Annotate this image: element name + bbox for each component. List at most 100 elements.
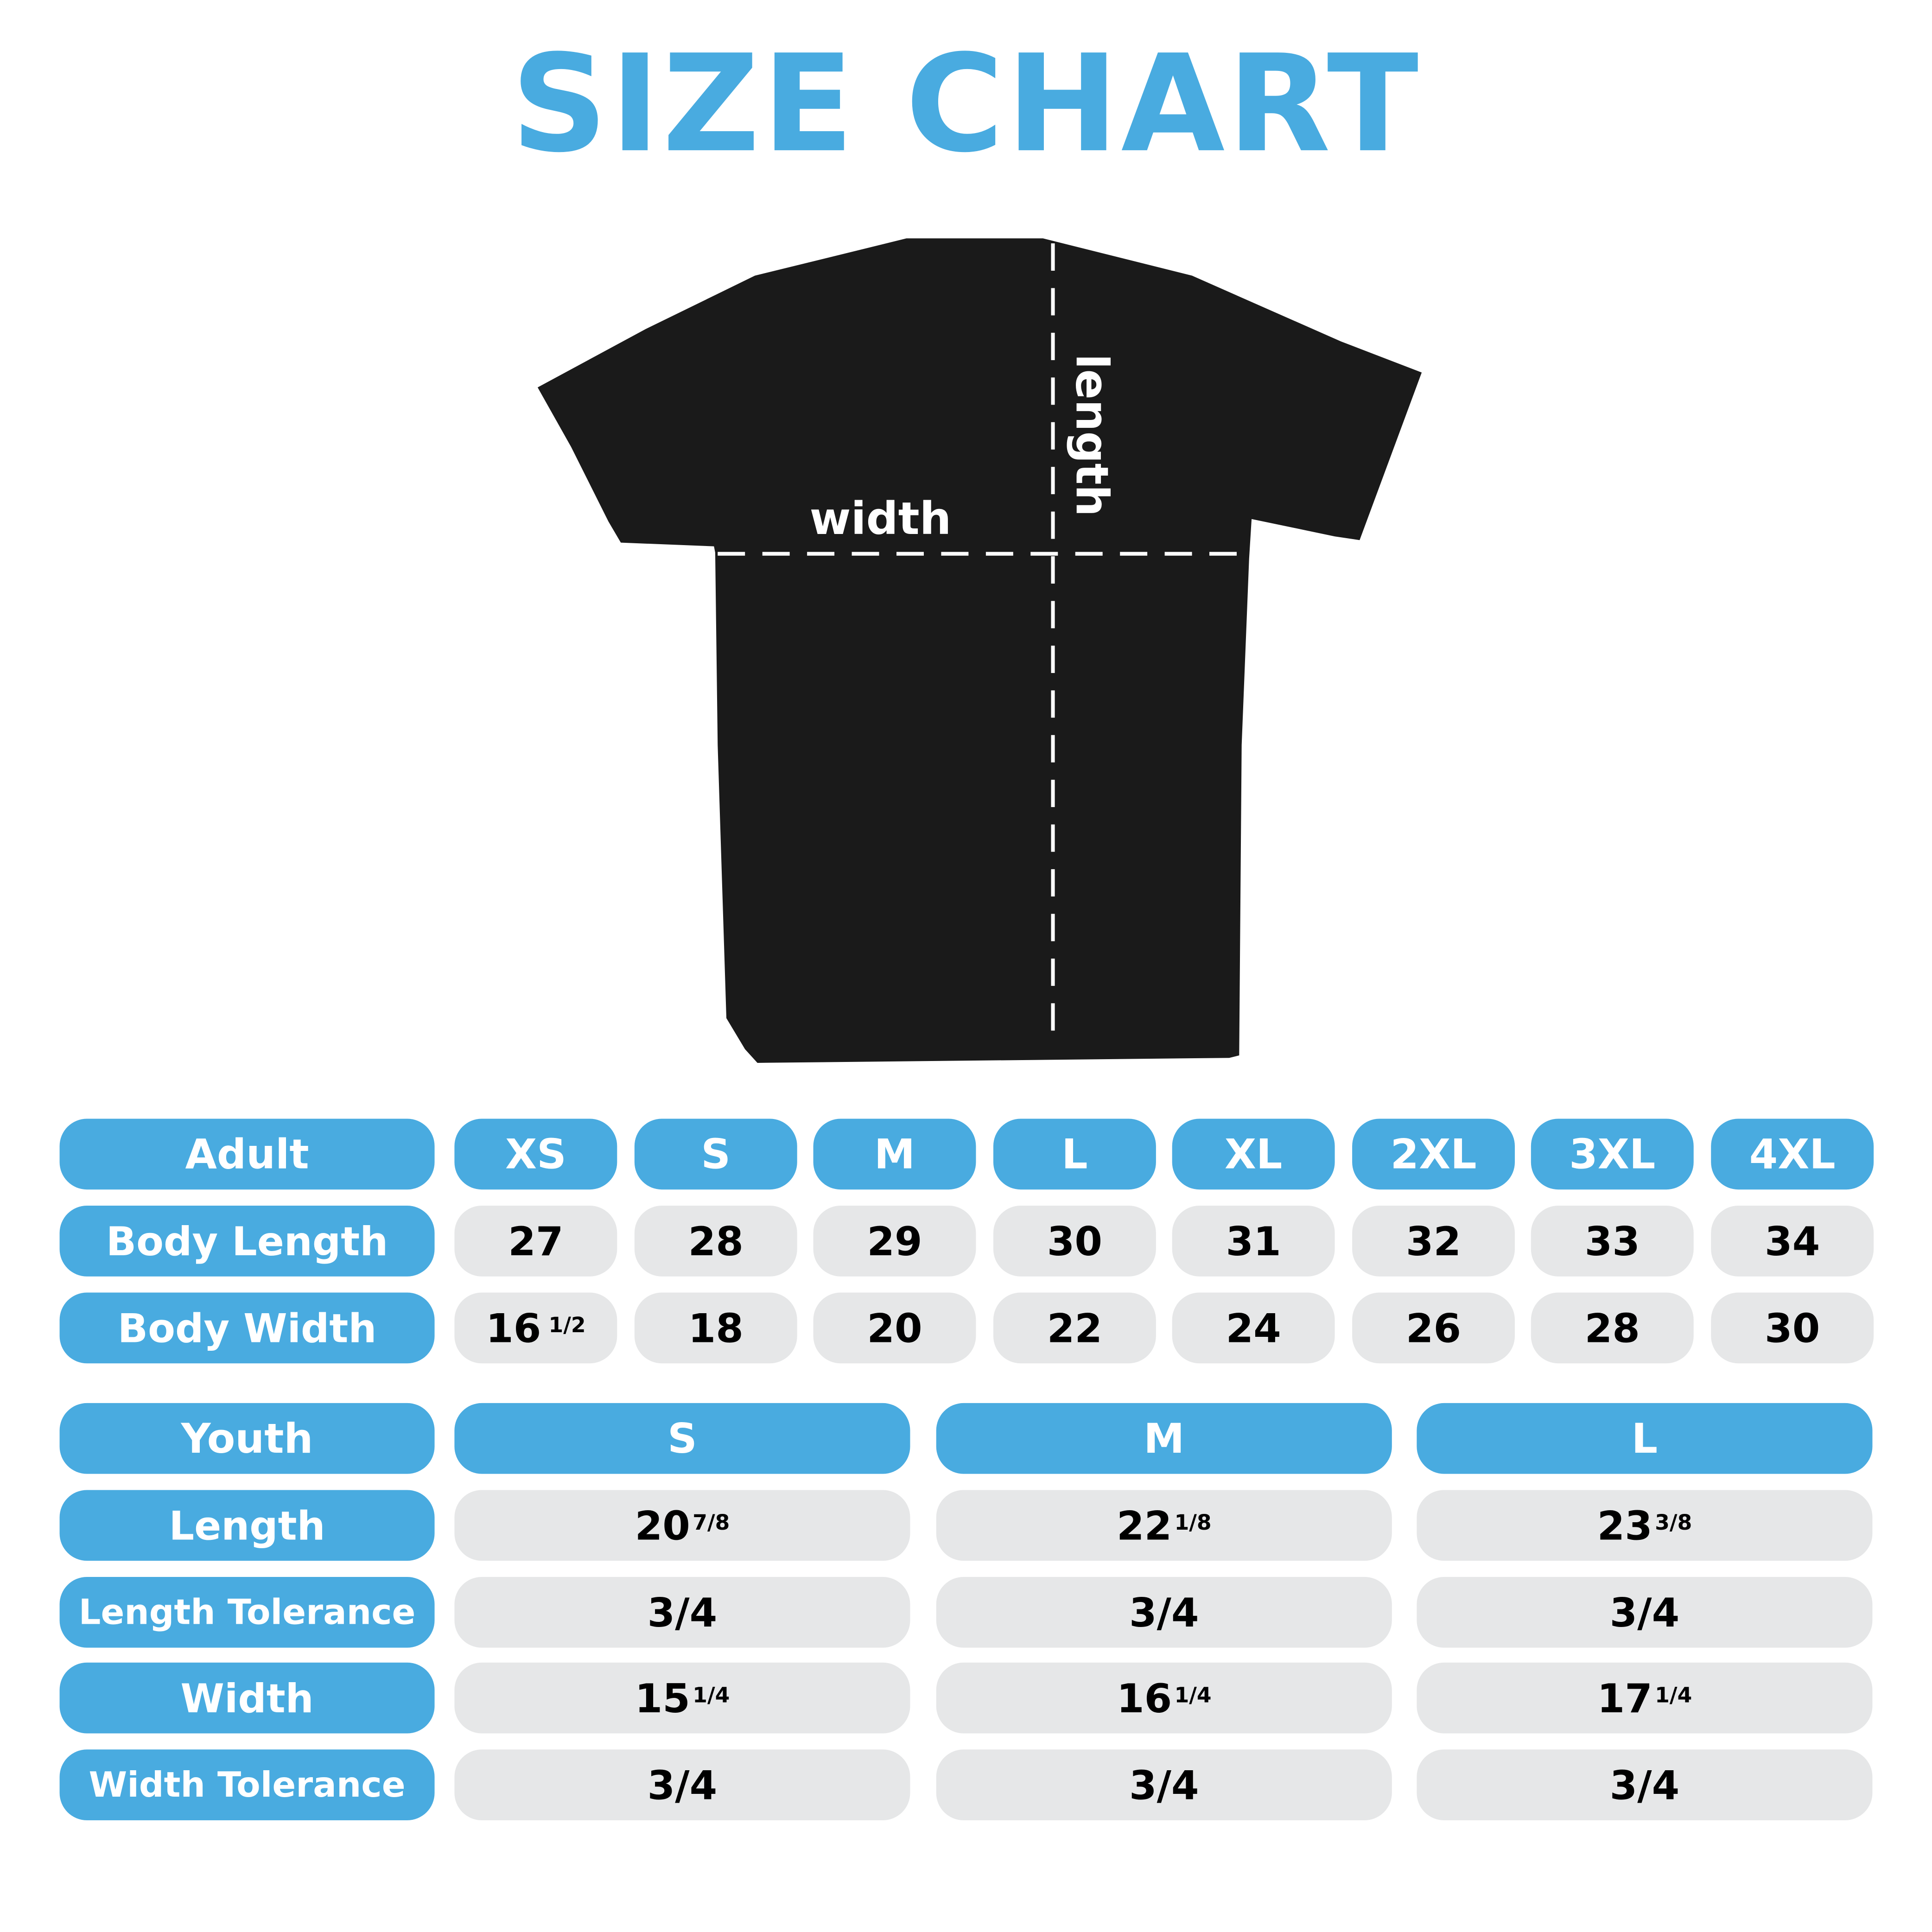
cell-value: 16 — [1116, 1674, 1172, 1722]
table-cell: 20 — [813, 1292, 976, 1364]
label: XL — [1224, 1130, 1283, 1179]
youth-size-header-s: S — [454, 1403, 910, 1474]
cell-value: 3/4 — [1129, 1761, 1199, 1809]
cell-value: 3/4 — [1609, 1761, 1680, 1809]
row-label: Body Width — [59, 1292, 435, 1364]
table-cell: 27 — [454, 1206, 617, 1277]
youth-header: Youth — [59, 1403, 435, 1474]
size-header-s: S — [634, 1119, 797, 1190]
table-cell: 34 — [1711, 1206, 1874, 1277]
table-cell: 24 — [1172, 1292, 1335, 1364]
tshirt-diagram: width length — [537, 238, 1422, 1063]
label: Length Tolerance — [78, 1592, 416, 1633]
table-cell: 3/4 — [936, 1749, 1392, 1820]
row-label: Length Tolerance — [59, 1576, 435, 1648]
table-cell: 28 — [1531, 1292, 1694, 1364]
tshirt-silhouette — [537, 238, 1422, 1063]
cell-value: 22 — [1116, 1501, 1172, 1549]
table-cell: 32 — [1352, 1206, 1515, 1277]
size-header-xs: XS — [454, 1119, 617, 1190]
size-header-2xl: 2XL — [1352, 1119, 1515, 1190]
cell-fraction: 1/2 — [548, 1313, 586, 1338]
cell-value: 3/4 — [647, 1589, 718, 1636]
cell-value: 20 — [867, 1304, 922, 1352]
table-cell: 3/4 — [1417, 1749, 1873, 1820]
row-label: Length — [59, 1490, 435, 1561]
table-cell: 16 1/4 — [936, 1662, 1392, 1734]
cell-value: 30 — [1765, 1304, 1820, 1352]
label: Body Width — [117, 1304, 377, 1352]
cell-fraction: 1/4 — [693, 1683, 730, 1708]
cell-value: 33 — [1584, 1217, 1640, 1265]
cell-fraction: 7/8 — [693, 1510, 730, 1536]
cell-value: 18 — [688, 1304, 744, 1352]
cell-value: 22 — [1047, 1304, 1103, 1352]
table-cell: 3/4 — [936, 1576, 1392, 1648]
cell-value: 20 — [635, 1501, 690, 1549]
table-cell: 18 — [634, 1292, 797, 1364]
label: S — [667, 1414, 697, 1463]
size-header-3xl: 3XL — [1531, 1119, 1694, 1190]
cell-value: 28 — [1584, 1304, 1640, 1352]
table-cell: 30 — [993, 1206, 1156, 1277]
cell-fraction: 3/8 — [1655, 1510, 1692, 1536]
table-cell: 26 — [1352, 1292, 1515, 1364]
size-header-xl: XL — [1172, 1119, 1335, 1190]
table-cell: 22 1/8 — [936, 1490, 1392, 1561]
cell-value: 17 — [1597, 1674, 1652, 1722]
size-header-4xl: 4XL — [1711, 1119, 1874, 1190]
page-title: SIZE CHART — [511, 27, 1421, 183]
table-cell: 3/4 — [454, 1749, 910, 1820]
cell-value: 30 — [1047, 1217, 1103, 1265]
label: 2XL — [1390, 1130, 1477, 1179]
cell-value: 31 — [1226, 1217, 1281, 1265]
table-cell: 17 1/4 — [1417, 1662, 1873, 1734]
label: S — [701, 1130, 731, 1179]
label: XS — [505, 1130, 566, 1179]
label: L — [1061, 1130, 1088, 1179]
cell-value: 32 — [1405, 1217, 1462, 1265]
cell-value: 24 — [1226, 1304, 1281, 1352]
row-label: Width Tolerance — [59, 1749, 435, 1820]
size-header-l: L — [993, 1119, 1156, 1190]
cell-value: 23 — [1597, 1501, 1652, 1549]
cell-value: 34 — [1765, 1217, 1820, 1265]
width-label: width — [810, 492, 952, 545]
label: M — [874, 1130, 915, 1179]
cell-fraction: 1/4 — [1174, 1683, 1212, 1708]
row-label: Body Length — [59, 1206, 435, 1277]
table-cell: 33 — [1531, 1206, 1694, 1277]
label: Youth — [181, 1414, 313, 1463]
size-header-m: M — [813, 1119, 976, 1190]
label: 4XL — [1749, 1130, 1836, 1179]
cell-value: 27 — [508, 1217, 564, 1265]
cell-value: 28 — [688, 1217, 744, 1265]
cell-value: 3/4 — [647, 1761, 718, 1809]
cell-value: 16 — [486, 1304, 541, 1352]
youth-size-header-m: M — [936, 1403, 1392, 1474]
label: M — [1144, 1414, 1185, 1463]
cell-fraction: 1/8 — [1174, 1510, 1212, 1536]
cell-fraction: 1/4 — [1655, 1683, 1692, 1708]
length-label: length — [1066, 354, 1118, 516]
row-label: Width — [59, 1662, 435, 1734]
table-cell: 28 — [634, 1206, 797, 1277]
cell-value: 3/4 — [1609, 1589, 1680, 1636]
label: Adult — [185, 1130, 309, 1179]
cell-value: 15 — [635, 1674, 690, 1722]
label: Body Length — [106, 1217, 388, 1265]
table-cell: 3/4 — [454, 1576, 910, 1648]
cell-value: 26 — [1405, 1304, 1462, 1352]
youth-size-header-l: L — [1417, 1403, 1873, 1474]
table-cell: 31 — [1172, 1206, 1335, 1277]
table-cell: 29 — [813, 1206, 976, 1277]
label: L — [1631, 1414, 1658, 1463]
label: Width — [180, 1674, 314, 1722]
table-cell: 16 1/2 — [454, 1292, 617, 1364]
table-cell: 30 — [1711, 1292, 1874, 1364]
label: Width Tolerance — [89, 1764, 406, 1805]
label: Length — [169, 1501, 325, 1549]
table-cell: 22 — [993, 1292, 1156, 1364]
table-cell: 3/4 — [1417, 1576, 1873, 1648]
